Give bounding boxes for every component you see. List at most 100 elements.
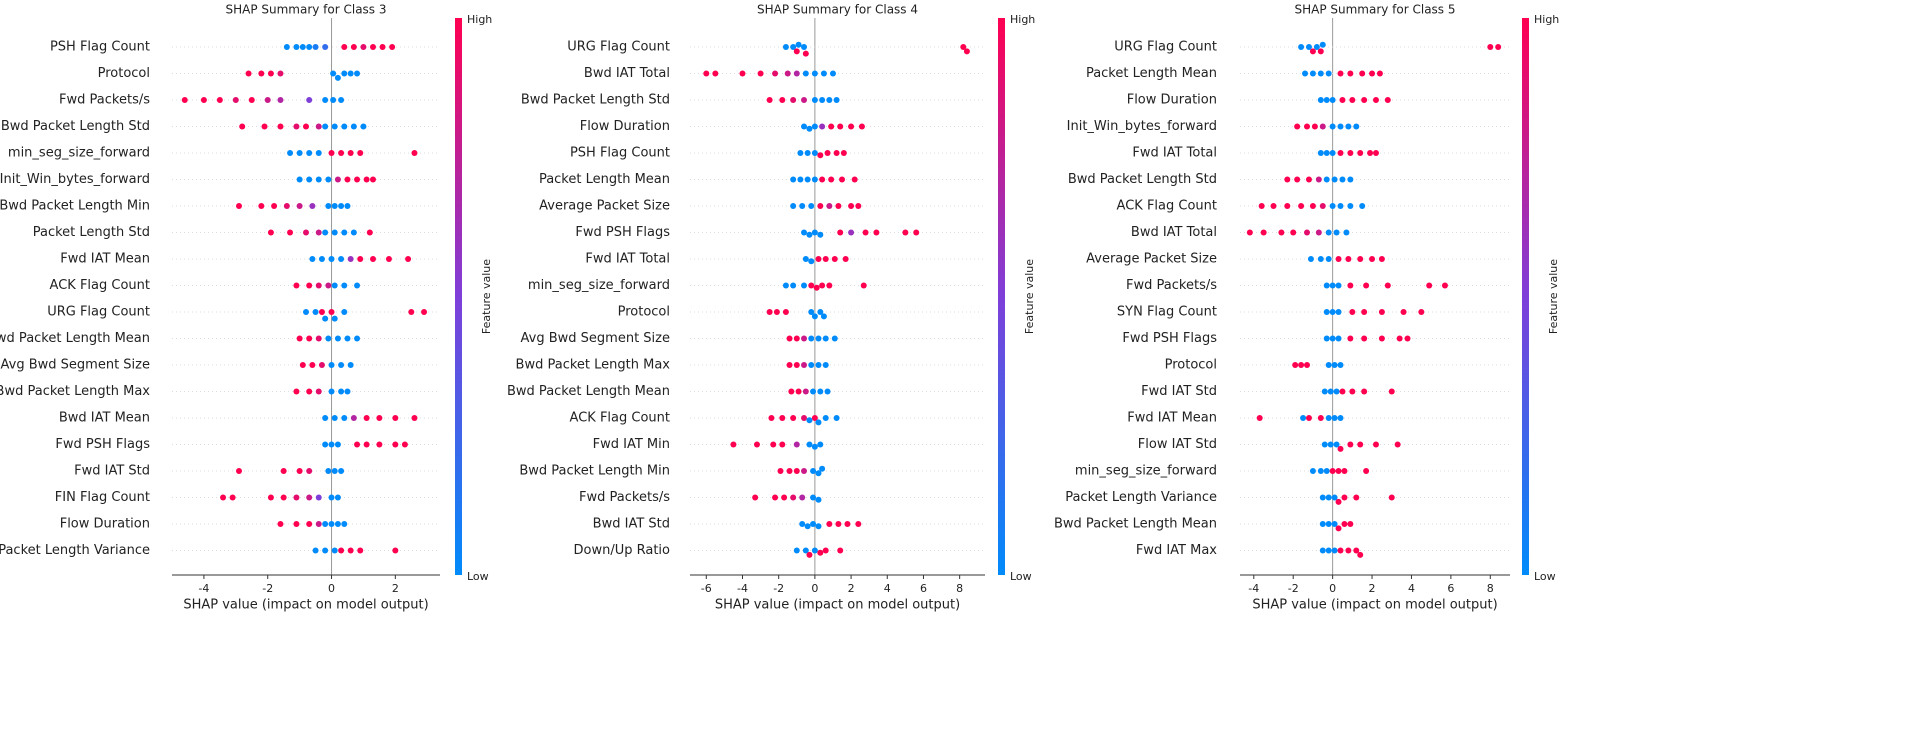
shap-point xyxy=(822,415,829,421)
x-tick-label: -6 xyxy=(701,582,712,595)
shap-point xyxy=(1319,547,1326,554)
shap-point xyxy=(1384,282,1391,289)
shap-point xyxy=(1319,203,1326,209)
shap-point xyxy=(819,465,826,472)
shap-point xyxy=(1347,150,1354,156)
shap-point xyxy=(1337,150,1344,156)
shap-point xyxy=(784,70,791,77)
shap-point xyxy=(293,282,300,289)
shap-point xyxy=(331,203,338,209)
shap-point xyxy=(819,97,826,103)
shap-point xyxy=(258,70,265,77)
shap-point xyxy=(804,150,811,156)
shap-point xyxy=(1372,150,1379,156)
shap-point xyxy=(1307,256,1314,262)
feature-label: Bwd IAT Mean xyxy=(59,411,150,426)
x-axis-label: SHAP value (impact on model output) xyxy=(183,598,428,613)
shap-point xyxy=(781,494,788,501)
shap-point xyxy=(309,256,316,262)
shap-point xyxy=(341,415,348,421)
shap-point xyxy=(773,309,780,315)
shap-point xyxy=(1329,468,1336,474)
shap-point xyxy=(1319,123,1326,130)
shap-point xyxy=(1284,203,1291,209)
shap-point xyxy=(338,362,345,368)
shap-point xyxy=(808,258,815,265)
shap-point xyxy=(334,521,341,527)
shap-point xyxy=(806,551,813,558)
shap-point xyxy=(1400,309,1407,315)
shap-point xyxy=(318,309,325,315)
shap-point xyxy=(306,282,313,289)
shap-point xyxy=(804,176,811,183)
colorbar-high: High xyxy=(1534,13,1559,26)
feature-label: Bwd Packet Length Mean xyxy=(507,384,670,399)
shap-point xyxy=(229,494,236,501)
shap-point xyxy=(753,441,760,448)
shap-point xyxy=(232,97,239,103)
shap-point xyxy=(344,335,351,342)
shap-point xyxy=(354,441,361,448)
shap-point xyxy=(815,256,822,262)
shap-point xyxy=(344,176,351,183)
shap-point xyxy=(322,521,329,527)
shap-point xyxy=(334,335,341,342)
shap-point xyxy=(801,282,808,289)
shap-point xyxy=(1337,547,1344,554)
shap-point xyxy=(826,203,833,209)
shap-point xyxy=(312,547,319,554)
shap-point xyxy=(315,388,322,395)
x-tick-label: 0 xyxy=(811,582,818,595)
shap-point xyxy=(835,203,842,209)
shap-point xyxy=(360,44,367,50)
shap-point xyxy=(1329,203,1336,209)
shap-point xyxy=(287,229,294,236)
shap-point xyxy=(790,97,797,103)
shap-point xyxy=(913,229,920,236)
shap-point xyxy=(306,44,313,50)
shap-point xyxy=(817,388,824,395)
shap-point xyxy=(1333,441,1340,448)
shap-point xyxy=(806,231,813,238)
shap-point xyxy=(236,468,242,474)
shap-point xyxy=(1325,70,1332,77)
shap-point xyxy=(1329,97,1336,103)
shap-point xyxy=(1404,335,1411,342)
shap-point xyxy=(811,150,818,156)
shap-point xyxy=(293,494,300,501)
shap-point xyxy=(1323,176,1330,183)
shap-point xyxy=(779,441,786,448)
shap-point xyxy=(793,441,800,448)
colorbar-high: High xyxy=(467,13,492,26)
shap-point xyxy=(338,97,345,103)
shap-point xyxy=(357,256,364,262)
shap-point xyxy=(1309,468,1316,474)
shap-point xyxy=(788,388,795,395)
shap-point xyxy=(338,468,345,474)
shap-point xyxy=(293,123,300,130)
shap-point xyxy=(296,176,303,183)
shap-point xyxy=(806,125,813,132)
shap-point xyxy=(328,309,335,315)
x-tick-label: 4 xyxy=(884,582,891,595)
shap-point xyxy=(1335,282,1342,289)
feature-label: FIN Flag Count xyxy=(55,490,150,505)
shap-point xyxy=(1337,362,1344,368)
shap-point xyxy=(1319,494,1326,501)
shap-point xyxy=(1331,521,1338,527)
shap-point xyxy=(331,315,338,322)
shap-point xyxy=(839,176,846,183)
shap-point xyxy=(363,441,370,448)
shap-point xyxy=(837,547,844,554)
shap-point xyxy=(1311,123,1318,130)
shap-point xyxy=(801,229,808,236)
shap-point xyxy=(408,309,415,315)
shap-point xyxy=(817,441,824,448)
shap-point xyxy=(267,229,274,236)
feature-label: Bwd Packet Length Mean xyxy=(1054,517,1217,532)
shap-point xyxy=(181,97,188,103)
shap-point xyxy=(801,468,808,474)
shap-point xyxy=(1361,309,1368,315)
shap-point xyxy=(1361,97,1368,103)
shap-point xyxy=(811,313,818,320)
